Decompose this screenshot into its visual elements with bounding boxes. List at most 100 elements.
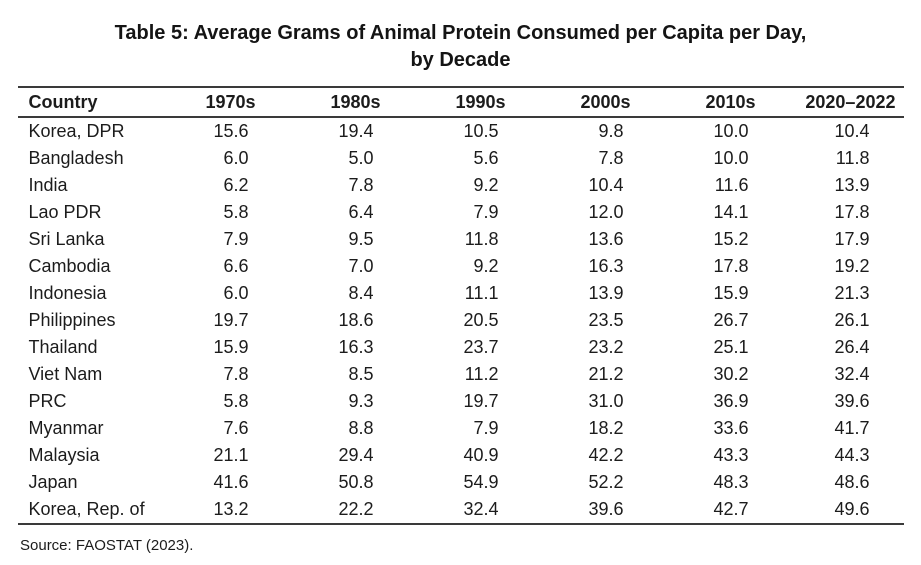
value-cell: 43.3 [713,445,749,465]
value-cell: 26.7 [713,310,749,330]
value-cell: 23.2 [588,337,624,357]
value-cell: 41.7 [834,418,870,438]
value-cell: 15.6 [213,121,249,141]
value-cell: 40.9 [463,445,499,465]
value-cell: 7.9 [473,202,499,222]
value-cell: 36.9 [713,391,749,411]
protein-consumption-table: Country 1970s 1980s 1990s 2000s 2010s 20… [17,86,904,525]
value-cell: 6.6 [223,256,249,276]
table-row: Lao PDR 5.8 6.4 7.9 12.0 14.1 17.8 [18,199,904,226]
value-cell: 18.2 [588,418,624,438]
value-cell: 9.8 [598,121,624,141]
value-cell: 32.4 [834,364,870,384]
table-row: Bangladesh 6.0 5.0 5.6 7.8 10.0 11.8 [18,145,904,172]
column-header-1980s: 1980s [330,92,381,112]
value-cell: 9.2 [473,256,499,276]
country-cell: Korea, Rep. of [28,499,145,519]
value-cell: 9.3 [348,391,374,411]
value-cell: 30.2 [713,364,749,384]
table-row: Philippines 19.7 18.6 20.5 23.5 26.7 26.1 [18,307,904,334]
value-cell: 12.0 [588,202,624,222]
value-cell: 7.8 [598,148,624,168]
value-cell: 33.6 [713,418,749,438]
value-cell: 21.1 [213,445,249,465]
value-cell: 48.6 [834,472,870,492]
value-cell: 7.9 [473,418,499,438]
table-header: Country 1970s 1980s 1990s 2000s 2010s 20… [17,87,904,117]
value-cell: 21.3 [834,283,870,303]
value-cell: 15.9 [213,337,249,357]
column-header-1990s: 1990s [455,92,506,112]
column-header-2000s: 2000s [580,92,631,112]
country-cell: Myanmar [28,418,104,438]
value-cell: 7.8 [223,364,249,384]
value-cell: 26.4 [834,337,870,357]
country-cell: Philippines [28,310,116,330]
country-cell: Indonesia [28,283,107,303]
value-cell: 19.2 [834,256,870,276]
value-cell: 11.8 [464,229,499,249]
value-cell: 44.3 [834,445,870,465]
value-cell: 11.1 [464,283,499,303]
value-cell: 7.8 [348,175,374,195]
value-cell: 5.0 [348,148,374,168]
table-row: Japan 41.6 50.8 54.9 52.2 48.3 48.6 [18,469,904,496]
value-cell: 19.7 [213,310,249,330]
column-header-2010s: 2010s [705,92,756,112]
value-cell: 10.0 [713,148,749,168]
value-cell: 9.5 [348,229,374,249]
value-cell: 19.7 [463,391,499,411]
source-note: Source: FAOSTAT (2023). [20,537,194,554]
table-row: Korea, DPR 15.6 19.4 10.5 9.8 10.0 10.4 [18,117,904,145]
value-cell: 49.6 [834,499,870,519]
value-cell: 8.5 [348,364,374,384]
value-cell: 11.8 [835,148,870,168]
value-cell: 14.1 [713,202,749,222]
value-cell: 6.2 [223,175,249,195]
value-cell: 23.5 [588,310,624,330]
country-cell: Bangladesh [28,148,124,168]
value-cell: 5.8 [223,202,249,222]
value-cell: 16.3 [338,337,374,357]
value-cell: 13.6 [588,229,624,249]
country-cell: Viet Nam [28,364,103,384]
table-title-line1: Table 5: Average Grams of Animal Protein… [114,22,807,44]
table-title: Table 5: Average Grams of Animal Protein… [0,0,921,74]
value-cell: 39.6 [588,499,624,519]
value-cell: 41.6 [213,472,249,492]
value-cell: 13.2 [213,499,249,519]
table-row: India 6.2 7.8 9.2 10.4 11.6 13.9 [18,172,904,199]
value-cell: 5.6 [473,148,499,168]
value-cell: 5.8 [223,391,249,411]
table-row: Cambodia 6.6 7.0 9.2 16.3 17.8 19.2 [18,253,904,280]
value-cell: 13.9 [588,283,624,303]
table-row: Thailand 15.9 16.3 23.7 23.2 25.1 26.4 [18,334,904,361]
country-cell: Cambodia [28,256,111,276]
column-header-country: Country [28,92,98,112]
value-cell: 39.6 [834,391,870,411]
value-cell: 48.3 [713,472,749,492]
value-cell: 18.6 [338,310,374,330]
value-cell: 17.9 [834,229,870,249]
table-row: PRC 5.8 9.3 19.7 31.0 36.9 39.6 [18,388,904,415]
value-cell: 7.9 [223,229,249,249]
country-cell: India [28,175,68,195]
value-cell: 6.4 [348,202,374,222]
header-row: Country 1970s 1980s 1990s 2000s 2010s 20… [17,87,904,117]
value-cell: 11.2 [464,364,499,384]
value-cell: 10.4 [834,121,870,141]
table-body: Korea, DPR 15.6 19.4 10.5 9.8 10.0 10.4 Banglad… [17,117,904,524]
value-cell: 6.0 [223,148,249,168]
table-row: Viet Nam 7.8 8.5 11.2 21.2 30.2 32.4 [18,361,904,388]
value-cell: 32.4 [463,499,499,519]
value-cell: 15.2 [713,229,749,249]
value-cell: 17.8 [713,256,749,276]
country-cell: Korea, DPR [28,121,125,141]
value-cell: 8.4 [348,283,374,303]
value-cell: 11.6 [714,175,749,195]
value-cell: 31.0 [588,391,624,411]
value-cell: 25.1 [713,337,749,357]
table-row: Malaysia 21.1 29.4 40.9 42.2 43.3 44.3 [18,442,904,469]
column-header-1970s: 1970s [205,92,256,112]
value-cell: 23.7 [463,337,499,357]
